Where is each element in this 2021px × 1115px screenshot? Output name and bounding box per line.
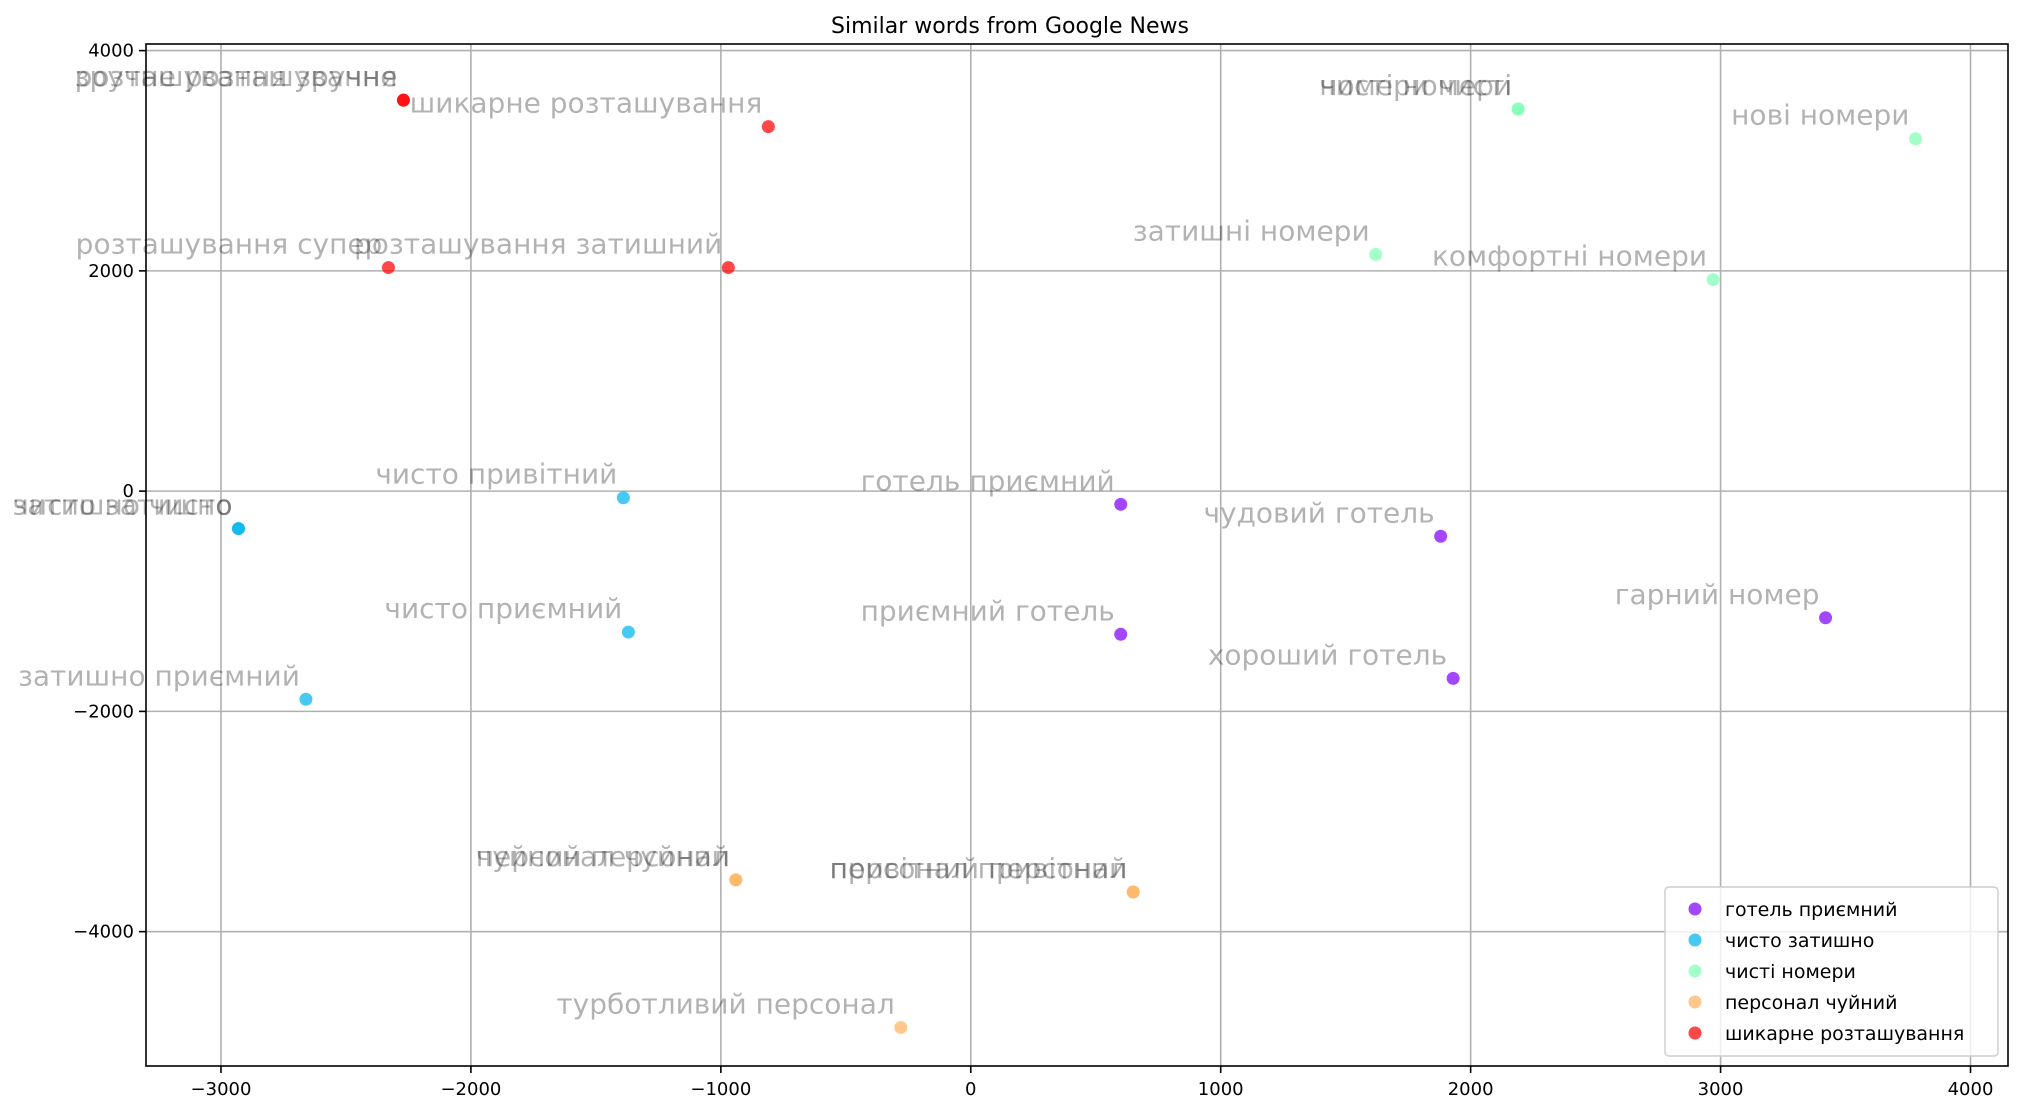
point-label: приємний готель [861, 594, 1115, 627]
legend-marker [1688, 964, 1702, 978]
legend-entry: чисті номери [1725, 961, 1856, 983]
plot-area [145, 43, 2009, 1067]
data-point [1114, 627, 1128, 641]
data-point [616, 491, 630, 505]
data-point [721, 261, 735, 275]
point-label: зручне розташування [75, 60, 398, 93]
data-point [1819, 611, 1833, 625]
point-label: чисто затишно [12, 489, 232, 522]
point-label: готель приємний [861, 464, 1115, 497]
point-label: чисто приємний [384, 592, 622, 625]
data-point [761, 120, 775, 134]
point-label: чуйний персонал [476, 840, 730, 873]
data-point [1434, 529, 1448, 543]
legend-entry: персонал чуйний [1725, 992, 1897, 1014]
point-label: гарний номер [1615, 578, 1820, 611]
legend-entry: шикарне розташування [1725, 1023, 1964, 1045]
data-point [621, 625, 635, 639]
data-point [231, 522, 245, 536]
x-tick-label: −3000 [191, 1079, 252, 1100]
x-tick-label: 0 [965, 1079, 976, 1100]
data-point [396, 93, 410, 107]
legend-entry: готель приємний [1725, 899, 1897, 921]
x-tick-label: 3000 [1698, 1079, 1744, 1100]
point-label: турботливий персонал [556, 987, 894, 1020]
point-label: хороший готель [1208, 638, 1447, 671]
chart-title: Similar words from Google News [831, 14, 1189, 39]
x-tick-label: −1000 [690, 1079, 751, 1100]
point-label: шикарне розташування [410, 87, 763, 120]
data-point [1909, 132, 1923, 146]
y-tick-label: 0 [123, 481, 134, 502]
data-point [1511, 102, 1525, 116]
y-tick-label: 4000 [88, 41, 134, 62]
point-label: розташування зручне [75, 60, 398, 93]
y-tick-label: −4000 [73, 922, 134, 943]
point-label: чисті номери [1319, 69, 1512, 102]
data-points [231, 93, 1923, 1034]
point-label: персонал чуйний [476, 840, 730, 873]
data-point [729, 873, 743, 887]
legend-box [1664, 886, 1999, 1057]
legend: готель приємний чисто затишно чисті номери… [1664, 886, 1999, 1057]
point-label: номери чисті [1319, 69, 1512, 102]
legend-entry: чисто затишно [1725, 930, 1874, 952]
point-label: комфортні номери [1432, 240, 1707, 273]
x-tick-label: 2000 [1448, 1079, 1494, 1100]
point-label: чисто привітний [375, 458, 617, 491]
data-point [894, 1020, 908, 1034]
point-label: нові номери [1731, 99, 1909, 132]
x-tick-label: −2000 [440, 1079, 501, 1100]
grid [146, 44, 2008, 1066]
y-tick-label: 2000 [88, 261, 134, 282]
data-point [299, 692, 313, 706]
point-label: затишно приємний [18, 659, 300, 692]
x-tick-label: 1000 [1198, 1079, 1244, 1100]
point-label: персонал привітний [830, 852, 1128, 885]
point-label: розташування супер [76, 228, 383, 261]
data-point [1706, 273, 1720, 287]
x-tick-label: 4000 [1948, 1079, 1994, 1100]
data-point [1126, 885, 1140, 899]
point-label: чудовий готель [1203, 496, 1434, 529]
data-point [381, 261, 395, 275]
point-labels: готель приємний чудовий готель приємний го… [12, 60, 1909, 1020]
legend-marker [1688, 995, 1702, 1009]
legend-marker [1688, 1026, 1702, 1040]
y-tick-label: −2000 [73, 701, 134, 722]
data-point [1369, 247, 1383, 261]
point-label: привітний персонал [830, 852, 1128, 885]
point-label: затишно чисто [12, 489, 232, 522]
legend-marker [1688, 902, 1702, 916]
point-label: розташування затишний [354, 228, 722, 261]
axis-ticks: −3000 −2000 −1000 0 1000 2000 3000 4000 −4000 −20… [73, 41, 1993, 1100]
legend-marker [1688, 933, 1702, 947]
data-point [1446, 671, 1460, 685]
point-label: затишні номери [1133, 214, 1370, 247]
data-point [1114, 497, 1128, 511]
